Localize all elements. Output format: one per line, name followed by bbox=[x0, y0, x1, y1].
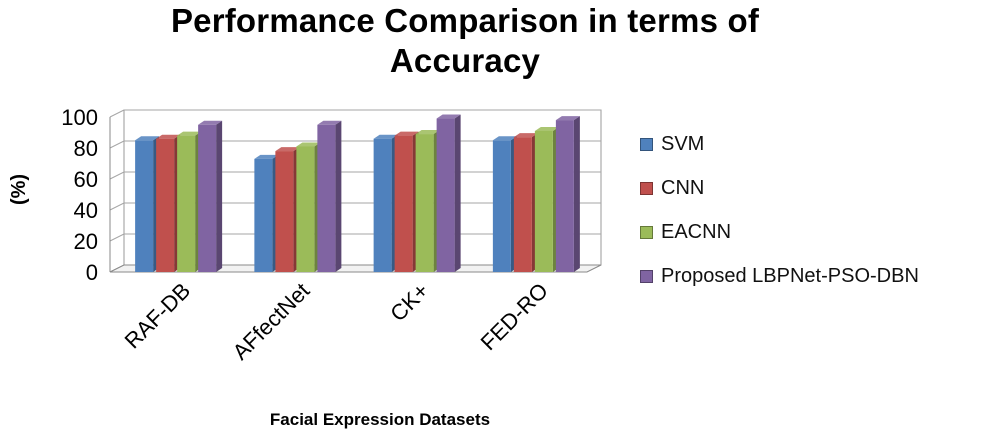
y-tick-label: 20 bbox=[74, 229, 98, 254]
bar-top bbox=[394, 131, 419, 136]
bar bbox=[135, 140, 154, 272]
gridline-side bbox=[109, 109, 125, 118]
bar-top bbox=[254, 154, 279, 159]
bar bbox=[513, 137, 532, 272]
x-tick-label: FED-RO bbox=[476, 278, 553, 355]
legend-swatch-cnn bbox=[640, 181, 653, 195]
y-tick-label: 0 bbox=[86, 260, 98, 285]
bar bbox=[275, 151, 294, 272]
bar-top bbox=[534, 126, 559, 131]
bar-side bbox=[454, 114, 461, 272]
bar-top bbox=[415, 130, 440, 135]
bar-top bbox=[555, 116, 580, 121]
legend-swatch-svm bbox=[640, 137, 653, 151]
bar bbox=[373, 138, 392, 272]
legend-label-svm: SVM bbox=[661, 132, 705, 155]
y-tick-label: 40 bbox=[74, 198, 98, 223]
bar-side bbox=[335, 120, 342, 272]
y-tick-label: 100 bbox=[61, 105, 98, 130]
legend-swatch-eacnn bbox=[640, 225, 653, 239]
x-tick-label: RAF-DB bbox=[120, 278, 196, 354]
x-tick-label: AFfectNet bbox=[228, 278, 315, 365]
bar bbox=[534, 130, 553, 272]
bar bbox=[555, 120, 574, 272]
bar-top bbox=[177, 131, 202, 136]
bar bbox=[156, 138, 175, 272]
gridline-side bbox=[109, 202, 125, 211]
legend-label-eacnn: EACNN bbox=[661, 220, 732, 243]
bar-top bbox=[275, 147, 300, 152]
bar-top bbox=[373, 134, 398, 139]
legend-swatch-proposed bbox=[640, 269, 653, 283]
y-tick-label: 80 bbox=[74, 136, 98, 161]
chart-title-line-2: Accuracy bbox=[389, 42, 541, 79]
bar-top bbox=[198, 120, 223, 125]
legend-label-proposed: Proposed LBPNet-PSO-DBN bbox=[661, 264, 919, 287]
bar bbox=[296, 146, 315, 272]
bar bbox=[254, 158, 273, 272]
legend-item-cnn: CNN bbox=[640, 166, 919, 210]
bar bbox=[415, 134, 434, 272]
y-axis-label: (%) bbox=[8, 173, 31, 206]
y-tick-label: 60 bbox=[74, 167, 98, 192]
bar-top bbox=[492, 136, 517, 141]
legend-item-eacnn: EACNN bbox=[640, 210, 919, 254]
legend: SVM CNN EACNN Proposed LBPNet-PSO-DBN bbox=[640, 122, 919, 298]
legend-item-svm: SVM bbox=[640, 122, 919, 166]
legend-item-proposed: Proposed LBPNet-PSO-DBN bbox=[640, 254, 919, 298]
x-axis-label: Facial Expression Datasets bbox=[269, 410, 491, 429]
chart-title-line-1: Performance Comparison in terms of bbox=[170, 2, 760, 39]
bar bbox=[492, 140, 511, 272]
bar-top bbox=[135, 136, 160, 141]
legend-label-cnn: CNN bbox=[661, 176, 705, 199]
bar-side bbox=[216, 120, 223, 272]
bar bbox=[198, 124, 217, 272]
bar bbox=[317, 124, 336, 272]
gridline-side bbox=[109, 171, 125, 180]
bar bbox=[394, 135, 413, 272]
x-tick-label: CK+ bbox=[385, 278, 433, 326]
bar bbox=[436, 118, 455, 272]
bar-top bbox=[436, 114, 461, 119]
gridline-side bbox=[109, 233, 125, 242]
bar bbox=[177, 135, 196, 272]
gridline-side bbox=[109, 140, 125, 149]
bar-side bbox=[573, 116, 580, 272]
bar-top bbox=[317, 120, 342, 125]
bar-top bbox=[156, 134, 181, 139]
bar-top bbox=[296, 142, 321, 147]
bar-top bbox=[513, 133, 538, 138]
